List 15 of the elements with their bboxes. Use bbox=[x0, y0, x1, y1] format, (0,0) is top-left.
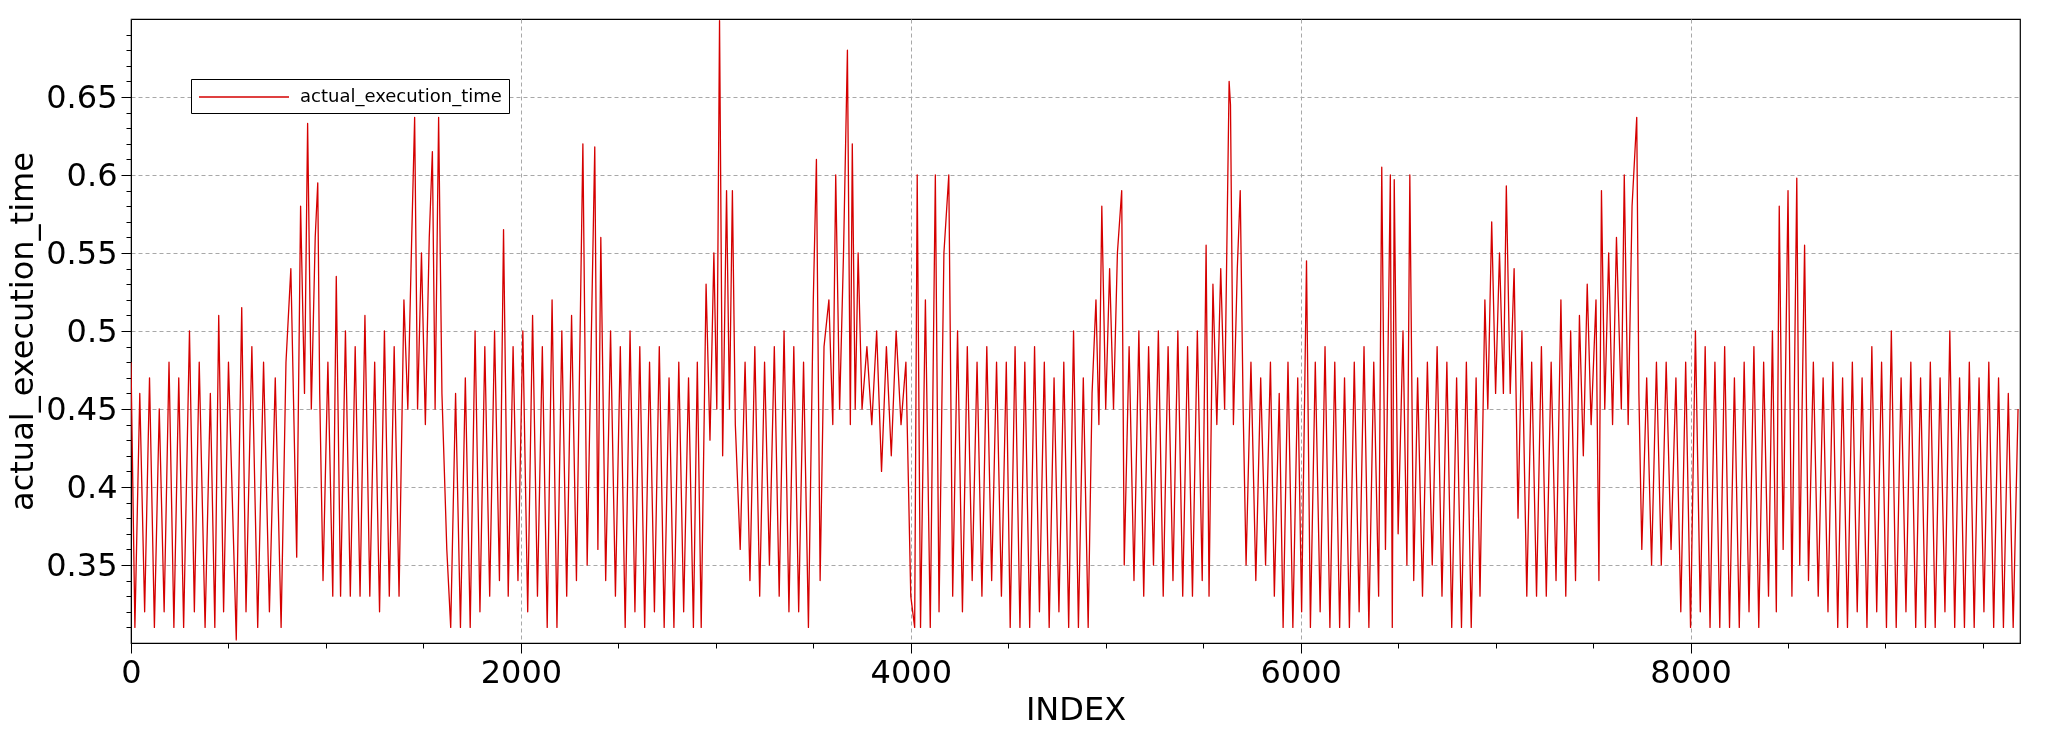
x-axis-title: INDEX bbox=[1025, 689, 1127, 728]
y-tick-label: 0.6 bbox=[66, 155, 118, 194]
x-tick-label: 4000 bbox=[870, 652, 952, 691]
x-tick-label: 6000 bbox=[1260, 652, 1342, 691]
y-axis-title: actual_execution_time bbox=[3, 152, 42, 511]
y-tick-label: 0.55 bbox=[46, 233, 118, 272]
y-tick-label: 0.35 bbox=[46, 545, 118, 584]
y-tick-label: 0.65 bbox=[46, 77, 118, 116]
y-tick-label: 0.4 bbox=[66, 467, 118, 506]
x-tick-label: 8000 bbox=[1650, 652, 1732, 691]
x-tick-label: 2000 bbox=[480, 652, 563, 691]
x-tick-label: 0 bbox=[121, 652, 142, 691]
legend-label: actual_execution_time bbox=[300, 85, 502, 107]
y-tick-label: 0.45 bbox=[46, 389, 118, 428]
y-tick-label: 0.5 bbox=[66, 311, 118, 350]
